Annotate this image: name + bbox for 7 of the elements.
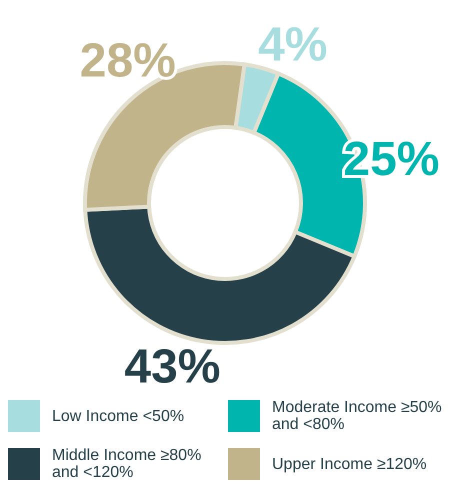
legend-label: Middle Income ≥80% and <120% bbox=[52, 447, 202, 481]
data-label: 4% bbox=[258, 18, 328, 72]
data-label: 28% bbox=[80, 34, 176, 88]
legend-label: Low Income <50% bbox=[52, 408, 184, 424]
legend-label: Moderate Income ≥50% and <80% bbox=[272, 399, 443, 433]
data-label: 43% bbox=[124, 340, 220, 394]
legend-label: Upper Income ≥120% bbox=[272, 456, 427, 472]
